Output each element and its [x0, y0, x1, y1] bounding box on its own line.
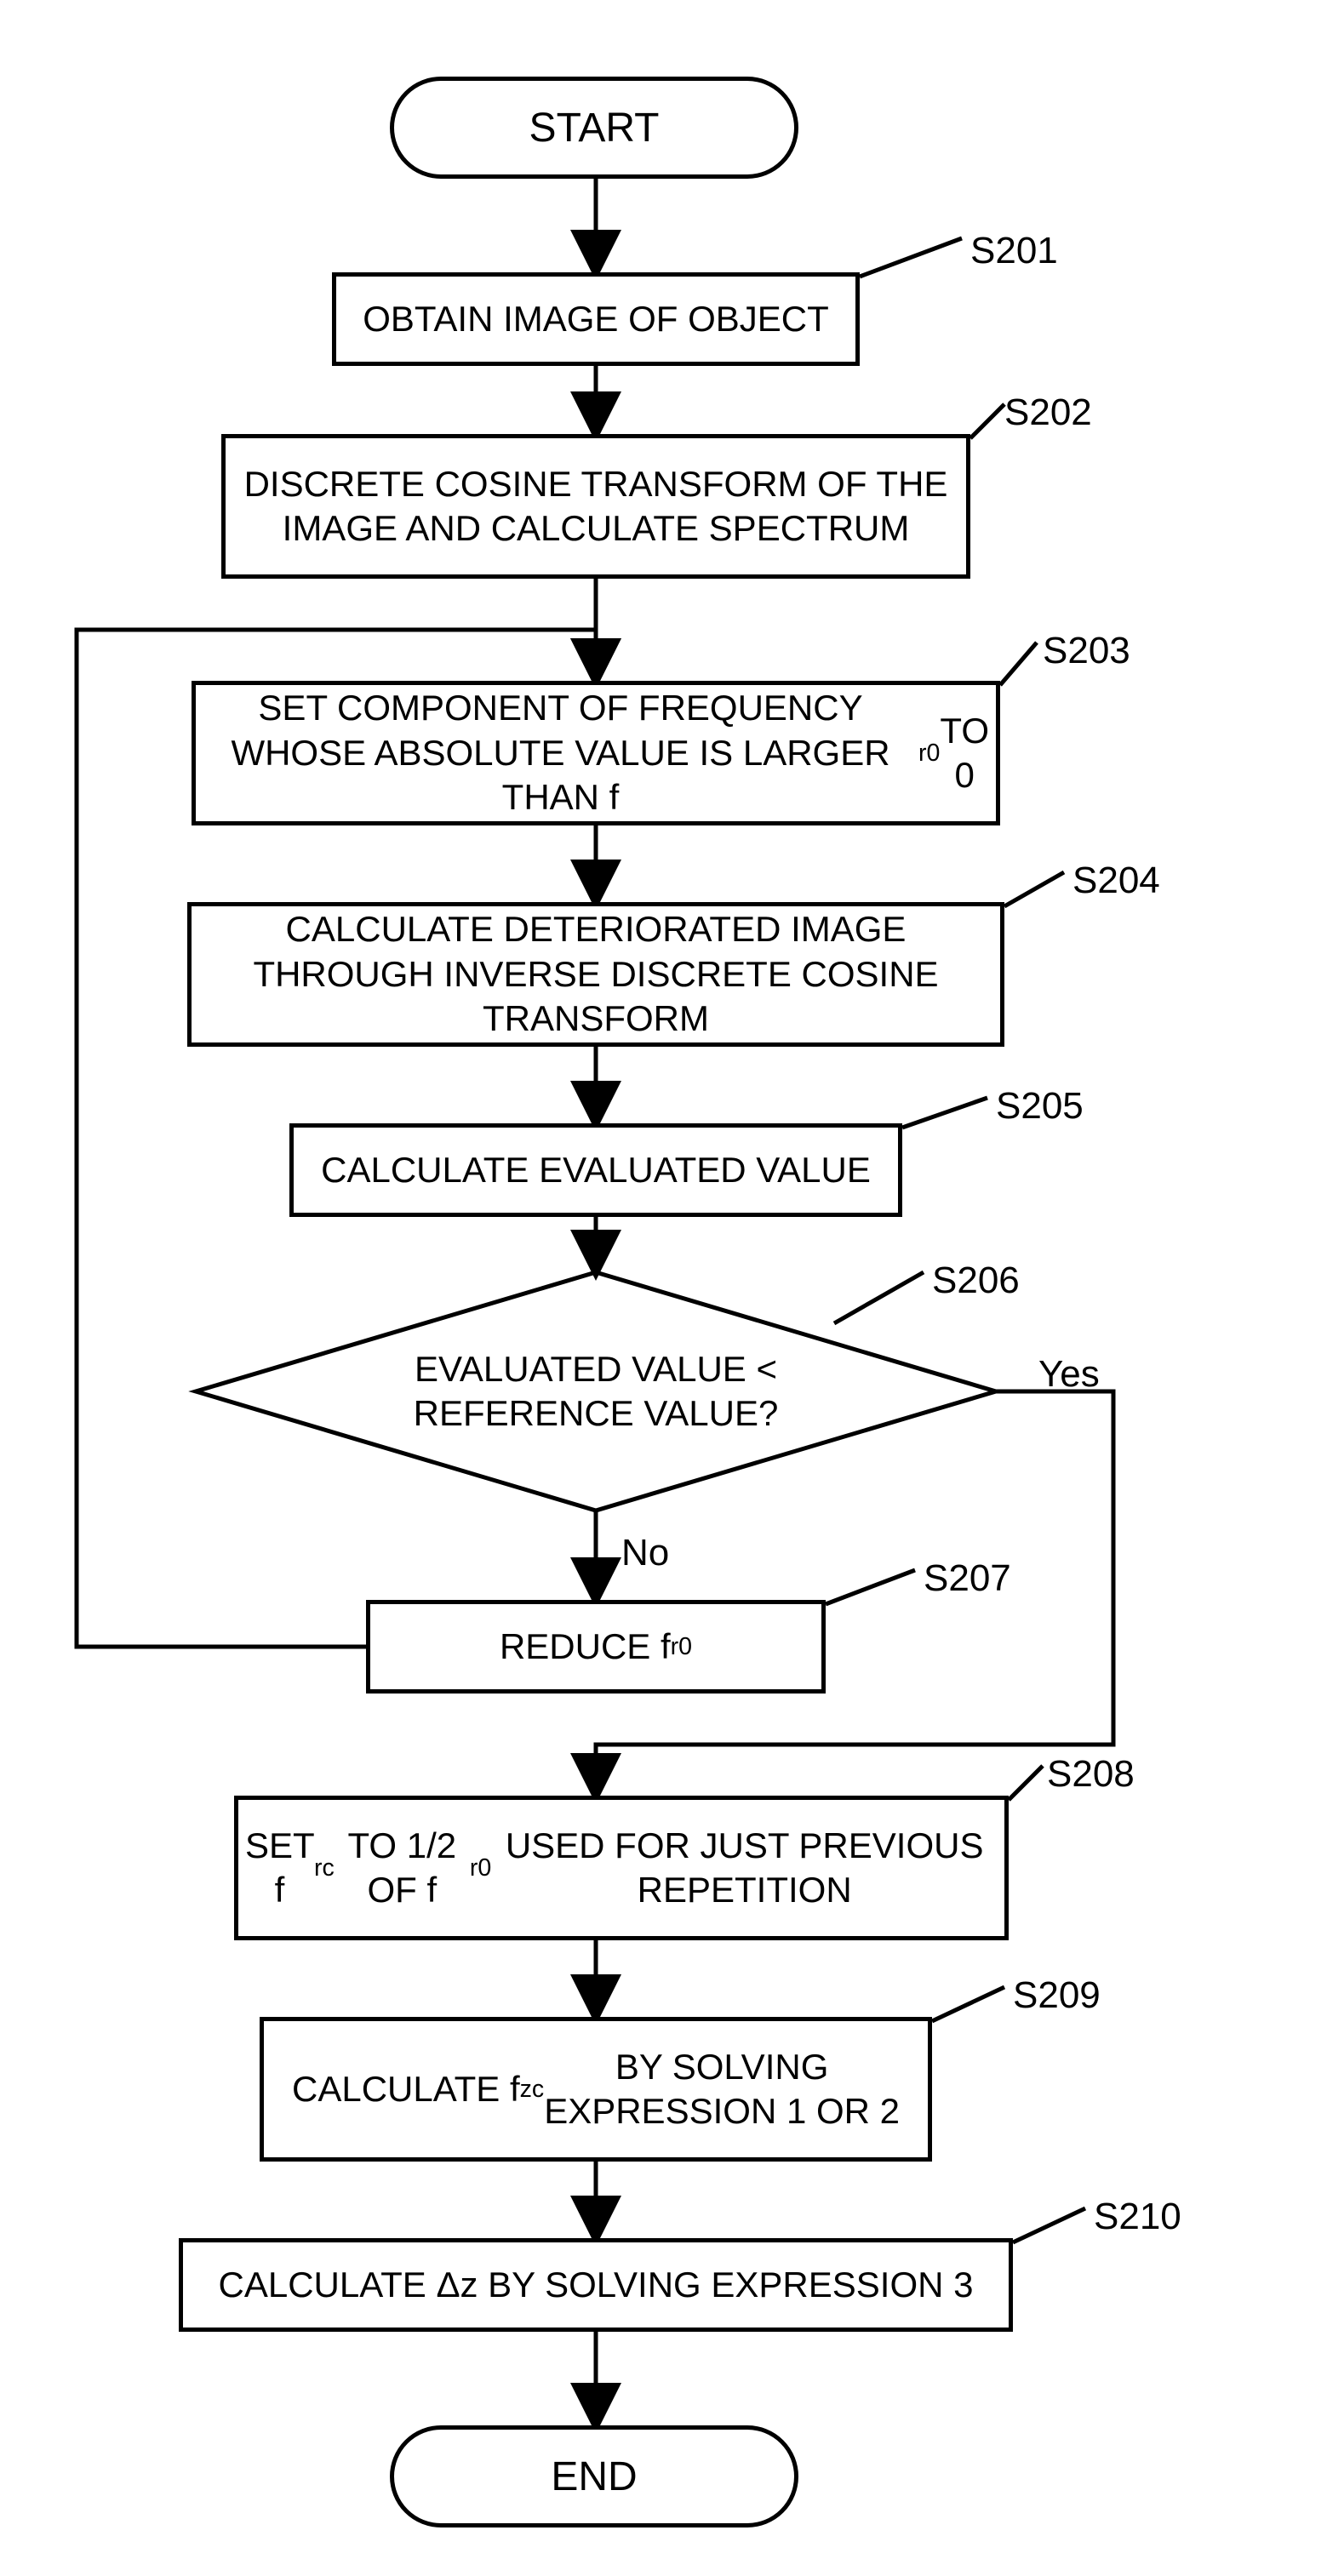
step-label-S207: S207 — [924, 1557, 1011, 1600]
process-S208: SET frc TO 1/2 OF fr0 USED FOR JUST PREV… — [234, 1796, 1009, 1940]
flowchart-canvas: START END S201 OBTAIN IMAGE OF OBJECT S202 DI… — [0, 0, 1327, 2576]
decision-S206: EVALUATED VALUE <REFERENCE VALUE? — [340, 1340, 851, 1442]
process-S202: DISCRETE COSINE TRANSFORM OF THE IMAGE A… — [221, 434, 970, 579]
step-label-S209: S209 — [1013, 1974, 1101, 2017]
process-S201: OBTAIN IMAGE OF OBJECT — [332, 272, 860, 366]
step-label-S208: S208 — [1047, 1753, 1135, 1796]
process-S207: REDUCE fr0 — [366, 1600, 826, 1694]
process-S203: SET COMPONENT OF FREQUENCY WHOSE ABSOLUT… — [192, 681, 1000, 825]
end-node: END — [390, 2425, 798, 2527]
step-label-S203: S203 — [1043, 630, 1130, 672]
process-S205: CALCULATE EVALUATED VALUE — [289, 1123, 902, 1217]
edge-label-yes: Yes — [1038, 1353, 1100, 1396]
process-S210: CALCULATE Δz BY SOLVING EXPRESSION 3 — [179, 2238, 1013, 2332]
step-label-S201: S201 — [970, 230, 1058, 272]
step-label-S210: S210 — [1094, 2196, 1181, 2238]
step-label-S204: S204 — [1072, 860, 1160, 902]
step-label-S202: S202 — [1004, 391, 1092, 434]
process-S204: CALCULATE DETERIORATED IMAGE THROUGH INV… — [187, 902, 1004, 1047]
process-S209: CALCULATE fzc BY SOLVINGEXPRESSION 1 OR … — [260, 2017, 932, 2162]
step-label-S205: S205 — [996, 1085, 1084, 1128]
step-label-S206: S206 — [932, 1259, 1020, 1302]
edge-label-no: No — [621, 1532, 669, 1574]
connectors-layer — [0, 0, 1327, 2576]
start-node: START — [390, 77, 798, 179]
